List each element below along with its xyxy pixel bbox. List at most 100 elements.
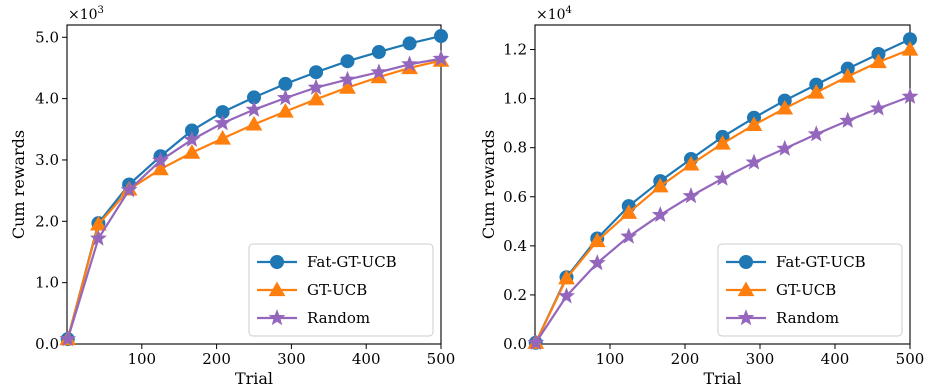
- y-tick-label: 0.8: [503, 139, 527, 157]
- data-point: [776, 139, 794, 156]
- data-point: [339, 70, 356, 87]
- data-point: [620, 204, 638, 219]
- legend: Fat-GT-UCB GT-UCB Random: [717, 243, 903, 337]
- legend-marker: [268, 309, 286, 326]
- data-point: [214, 129, 231, 145]
- data-point: [558, 287, 575, 304]
- y-tick-label: 4.0: [35, 90, 59, 108]
- data-point: [870, 53, 887, 69]
- data-point: [120, 181, 138, 198]
- multiplier-base: ×10: [68, 7, 98, 23]
- plot-frame: [534, 24, 911, 345]
- data-point: [588, 232, 606, 248]
- data-point: [277, 102, 294, 118]
- data-point: [276, 89, 294, 106]
- data-point: [245, 115, 263, 131]
- data-point: [588, 254, 606, 271]
- data-point: [432, 49, 450, 66]
- data-point: [807, 125, 825, 142]
- data-point: [183, 144, 201, 159]
- data-point: [776, 99, 794, 115]
- multiplier-exponent: 3: [98, 5, 104, 16]
- data-point: [89, 229, 107, 246]
- y-tick-label: 0.2: [503, 286, 527, 304]
- series-random: [527, 87, 919, 350]
- x-tick-label: 400: [352, 350, 381, 368]
- data-point: [714, 135, 731, 150]
- legend-marker: [739, 255, 753, 269]
- legend-label: Fat-GT-UCB: [307, 253, 397, 271]
- data-point: [434, 29, 448, 44]
- data-point: [183, 130, 201, 147]
- data-point: [558, 269, 575, 285]
- plot-frame: [66, 24, 442, 345]
- x-tick-label: 500: [427, 350, 456, 368]
- data-point: [370, 63, 388, 80]
- data-point: [745, 153, 763, 170]
- y-tick-label: 0.0: [503, 335, 527, 353]
- legend-box: [248, 243, 434, 337]
- multiplier-base: ×10: [536, 7, 566, 23]
- x-tick-label: 200: [202, 350, 231, 368]
- data-point: [401, 55, 419, 72]
- legend-marker: [737, 309, 755, 326]
- data-point: [901, 87, 919, 104]
- y-tick-label: 0.4: [503, 237, 527, 255]
- legend-marker: [737, 281, 755, 297]
- x-tick-label: 300: [746, 350, 775, 368]
- x-tick-label: 300: [277, 350, 306, 368]
- data-point: [807, 83, 825, 99]
- y-tick-label: 2.0: [35, 212, 59, 230]
- x-tick-label: 400: [821, 350, 850, 368]
- y-tick-label: 5.0: [35, 28, 59, 46]
- legend-label: Random: [776, 309, 839, 327]
- data-point: [59, 330, 77, 347]
- y-tick-label: 1.0: [35, 274, 59, 292]
- series-random: [59, 49, 450, 347]
- y-tick-label: 1.0: [503, 90, 527, 108]
- chart-left: 100 200 300 400 500 0.0 1.0 2.0 3.0 4.0 5.0 Trial Cu…: [9, 5, 455, 388]
- data-point: [214, 114, 232, 131]
- data-point: [339, 79, 356, 94]
- data-point: [714, 169, 731, 186]
- data-point: [278, 76, 293, 91]
- legend-label: Random: [307, 309, 370, 327]
- y-tick-label: 0.0: [35, 335, 59, 353]
- chart-right: 100 200 300 400 500 0.0 0.2 0.4 0.6 0.8 1.0 1.2 Tria…: [479, 5, 924, 388]
- legend-marker: [268, 281, 286, 297]
- data-point: [527, 333, 545, 350]
- x-tick-label: 100: [127, 350, 156, 368]
- data-point: [682, 155, 700, 171]
- data-point: [839, 111, 857, 128]
- y-axis-label: Cum rewards: [9, 130, 28, 239]
- data-point: [651, 206, 669, 223]
- data-point: [340, 54, 355, 69]
- x-tick-label: 200: [671, 350, 700, 368]
- legend-box: [717, 243, 903, 337]
- multiplier-exponent: 4: [566, 5, 572, 16]
- legend: Fat-GT-UCB GT-UCB Random: [248, 243, 434, 337]
- data-point: [870, 99, 887, 116]
- data-point: [402, 36, 417, 51]
- data-point: [901, 41, 919, 56]
- data-point: [371, 44, 386, 59]
- legend-label: GT-UCB: [307, 281, 367, 299]
- legend-label: Fat-GT-UCB: [776, 253, 866, 271]
- data-point: [620, 227, 638, 244]
- y-tick-label: 0.6: [503, 188, 527, 206]
- x-axis-label: Trial: [235, 369, 273, 388]
- data-point: [152, 151, 169, 168]
- legend-marker: [270, 255, 284, 269]
- x-axis-label: Trial: [703, 369, 741, 388]
- y-tick-label: 1.2: [503, 41, 527, 59]
- data-point: [651, 177, 669, 193]
- data-point: [245, 100, 263, 117]
- data-point: [745, 116, 763, 131]
- data-point: [307, 78, 325, 95]
- x-tick-label: 100: [596, 350, 625, 368]
- data-point: [307, 90, 325, 106]
- data-point: [309, 65, 324, 80]
- y-axis-multiplier: ×104: [536, 5, 572, 23]
- data-point: [682, 187, 700, 204]
- legend-label: GT-UCB: [776, 281, 836, 299]
